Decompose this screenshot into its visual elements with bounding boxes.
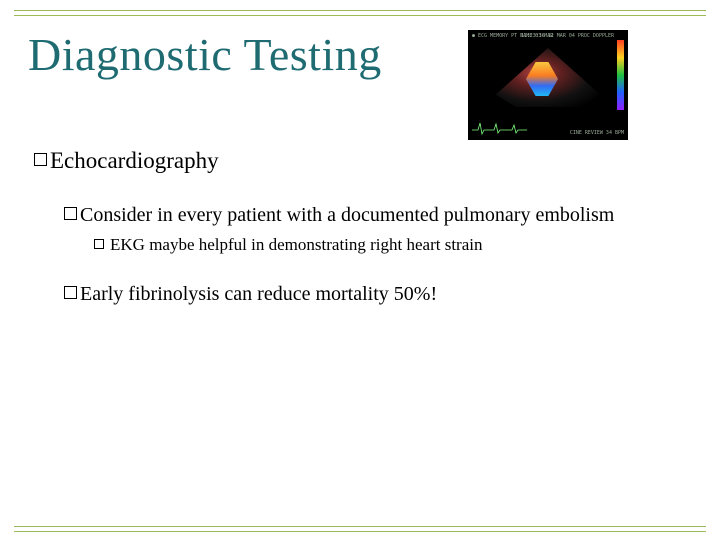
accent-line-top: [14, 10, 706, 16]
bullet-level2: Early fibrinolysis can reduce mortality …: [64, 281, 686, 308]
bullet-text: Early fibrinolysis can reduce mortality …: [80, 281, 437, 308]
echocardiogram-image: ● ECG MEMORY PT NAME 03-MAR 11:23:36 12 …: [468, 30, 628, 140]
bullet-level2: Consider in every patient with a documen…: [64, 202, 686, 229]
bullet-text: Echocardiography: [50, 148, 219, 174]
bullet-text: EKG maybe helpful in demonstrating right…: [110, 235, 483, 255]
content-body: Echocardiography Consider in every patie…: [34, 148, 686, 314]
bullet-level3: EKG maybe helpful in demonstrating right…: [94, 235, 686, 255]
accent-line-bottom: [14, 526, 706, 532]
page-title: Diagnostic Testing: [28, 28, 382, 81]
echo-ecg-waveform: [472, 120, 527, 136]
echo-header-right: 11:23:36 12 MAR 04 PROC DOPPLER: [521, 33, 614, 39]
square-bullet-icon: [94, 239, 104, 249]
slide: Diagnostic Testing ● ECG MEMORY PT NAME …: [0, 0, 720, 540]
square-bullet-icon: [34, 153, 47, 166]
bullet-level1: Echocardiography: [34, 148, 686, 174]
square-bullet-icon: [64, 286, 77, 299]
bullet-text: Consider in every patient with a documen…: [80, 202, 614, 229]
echo-footer-right: CINE REVIEW 34 BPM: [570, 130, 624, 136]
echo-color-scale: [617, 40, 624, 110]
square-bullet-icon: [64, 207, 77, 220]
